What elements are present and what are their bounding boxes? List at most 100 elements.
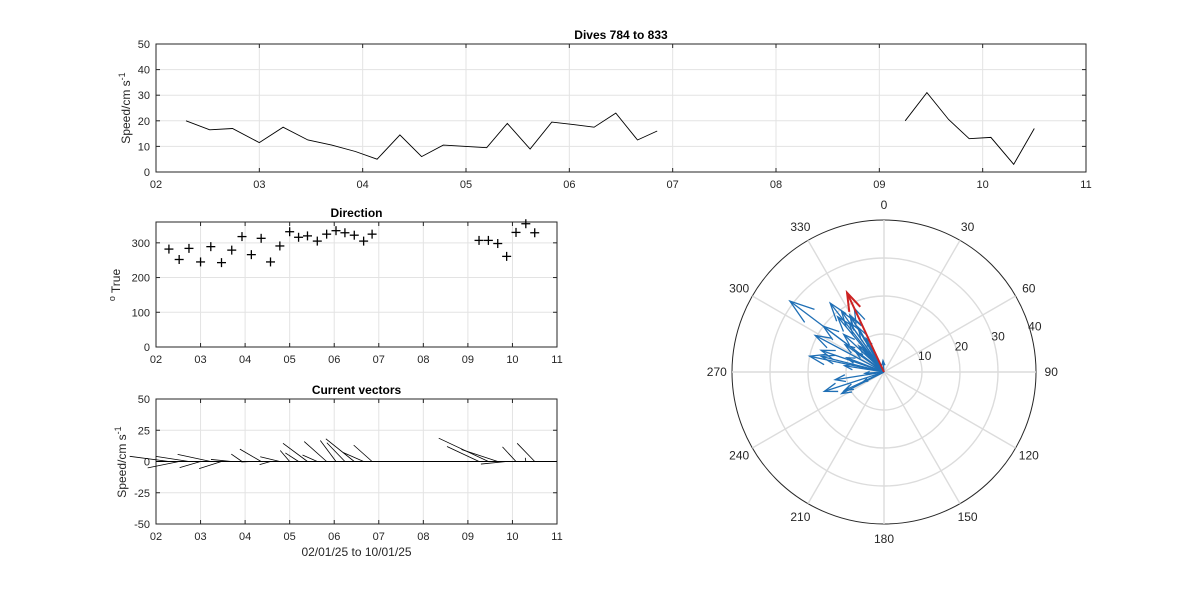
y-tick-label: 25: [138, 425, 150, 437]
current-arrow-shaft: [850, 316, 885, 373]
direction-axes: 02 03 04 05 06 07 08 09 10 11 0 100 200 300 Direction o…: [107, 206, 563, 366]
current-vector: [129, 455, 169, 462]
speed-line-segment: [185, 112, 658, 160]
chart-title: Current vectors: [312, 383, 402, 397]
current-arrow-head: [833, 374, 847, 383]
x-tick-label: 02: [150, 179, 162, 191]
angle-tick-label: 300: [729, 281, 749, 295]
current-arrow: [833, 371, 885, 383]
current-vector: [480, 461, 507, 465]
plot-area: [156, 222, 557, 347]
y-tick-label: 0: [144, 167, 150, 179]
x-tick-label: 07: [667, 179, 679, 191]
current-arrow: [847, 320, 885, 373]
current-arrow-shaft: [846, 357, 885, 373]
direction-marker: [184, 243, 194, 253]
x-tick-label: 11: [551, 354, 562, 366]
current-arrow: [813, 334, 885, 373]
angle-tick-label: 0: [881, 198, 888, 212]
x-tick-label: 06: [563, 179, 575, 191]
axes-frame: [155, 43, 1087, 173]
current-vector: [303, 441, 327, 462]
y-axis-label-main: Speed/cm s: [119, 80, 133, 143]
angle-tick-label: 120: [1019, 449, 1039, 463]
current-arrow-head: [857, 325, 868, 339]
current-vector: [524, 457, 527, 462]
current-vector: [326, 442, 346, 462]
current-arrow-shaft: [863, 371, 885, 383]
direction-marker: [275, 241, 285, 251]
angle-tick-label: 240: [729, 449, 749, 463]
current-arrow-head: [861, 377, 869, 383]
current-arrow-head: [788, 299, 815, 323]
x-tick-label: 07: [373, 354, 385, 366]
y-tick-label: 10: [138, 141, 150, 153]
speed-line-segment: [904, 91, 1035, 166]
x-tick-label: 04: [239, 354, 251, 366]
x-tick-label: 02: [150, 531, 162, 543]
y-tick-label: 300: [132, 238, 150, 250]
speed-axes: 02 03 04 05 06 07 08 09 10 11 0 10 20 30 40 50 Dives 784…: [117, 28, 1092, 191]
y-axis-label-text: o True: [107, 269, 123, 302]
y-tick-label: 50: [138, 39, 150, 51]
y-axis-label: Speed/cm s-1: [113, 426, 129, 497]
x-tick-label: 03: [253, 179, 265, 191]
angular-grid-line: [752, 295, 885, 373]
angle-tick-label: 30: [961, 220, 975, 234]
x-tick-label: 05: [460, 179, 472, 191]
x-tick-label: 06: [328, 354, 340, 366]
current-arrow-head: [881, 358, 886, 366]
current-vector: [353, 444, 373, 462]
x-tick-label: 10: [977, 179, 989, 191]
direction-marker: [474, 235, 484, 245]
current-arrow-head: [813, 334, 833, 349]
current-vector: [199, 461, 222, 469]
current-arrow-shaft: [814, 334, 885, 373]
current-arrow: [849, 314, 885, 373]
current-vector: [516, 443, 536, 462]
x-tick-label: 10: [506, 354, 518, 366]
x-tick-label: 09: [462, 354, 474, 366]
x-tick-label: 05: [284, 531, 296, 543]
direction-marker: [227, 245, 237, 255]
direction-marker: [521, 219, 531, 229]
current-arrow-head: [807, 353, 827, 366]
y-tick-label: 30: [138, 90, 150, 102]
current-vector: [285, 452, 299, 462]
x-tick-label: 05: [284, 354, 296, 366]
y-axis-label-main: Speed/cm s: [115, 434, 129, 497]
x-tick-label: 08: [417, 531, 429, 543]
current-vector: [210, 459, 232, 462]
y-tick-label: 0: [144, 457, 150, 469]
y-tick-label: -50: [134, 519, 150, 531]
x-tick-label: 02: [150, 354, 162, 366]
angular-grid-line: [752, 371, 885, 449]
chart-title: Direction: [330, 206, 382, 220]
current-arrow-head: [828, 301, 847, 322]
x-tick-label: 04: [357, 179, 369, 191]
angular-grid-line: [807, 371, 885, 504]
y-tick-label: 20: [138, 116, 150, 128]
current-vector: [320, 440, 337, 462]
mean-current-arrow-shaft: [846, 292, 885, 373]
chart-title: Dives 784 to 833: [574, 28, 668, 42]
current-arrow-head: [842, 363, 854, 371]
current-arrow: [861, 371, 885, 383]
current-vector: [282, 442, 308, 462]
direction-marker: [294, 232, 304, 242]
current-arrow: [822, 371, 885, 393]
y-tick-label: 40: [138, 65, 150, 77]
direction-marker: [502, 251, 512, 261]
radial-tick-label: 30: [991, 329, 1005, 343]
direction-marker: [206, 242, 216, 252]
current-arrow: [788, 299, 885, 373]
radial-tick-label: 40: [1028, 320, 1042, 334]
direction-marker: [483, 235, 493, 245]
x-tick-label: 03: [194, 531, 206, 543]
current-arrow: [844, 356, 885, 373]
y-axis-label-degree: o: [107, 296, 117, 301]
direction-marker: [511, 227, 521, 237]
x-axis-label: 02/01/25 to 10/01/25: [301, 545, 411, 559]
x-tick-label: 03: [194, 354, 206, 366]
y-axis-label: Speed/cm s-1: [117, 72, 133, 143]
